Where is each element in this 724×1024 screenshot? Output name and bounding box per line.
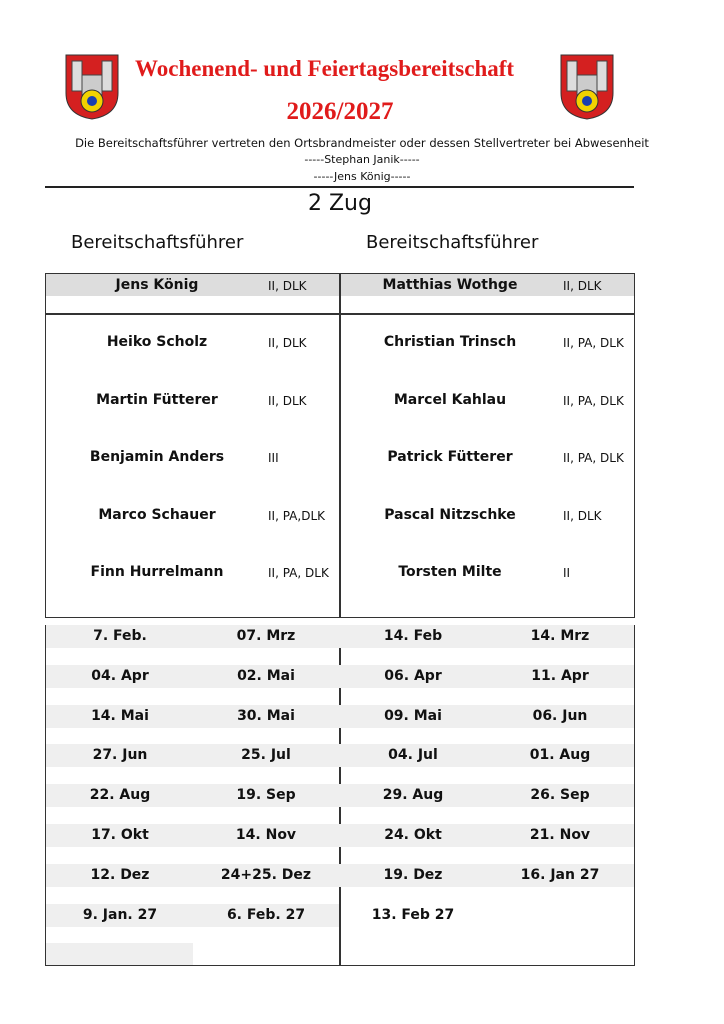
- member-rank: III: [268, 451, 279, 465]
- duty-date: 12. Dez: [90, 866, 150, 883]
- column-heading-left: Bereitschaftsführer: [71, 232, 244, 253]
- duty-date: 22. Aug: [89, 787, 151, 804]
- member-rank: II, DLK: [268, 336, 307, 350]
- member-rank: II, PA,DLK: [268, 508, 325, 523]
- zug-label: 2 Zug: [308, 191, 372, 216]
- duty-date: 21. Nov: [529, 827, 591, 843]
- member-name: Christian Trinsch: [383, 334, 517, 350]
- duty-date: 14. Mai: [91, 707, 149, 724]
- date-row-band: [46, 824, 634, 847]
- date-row-band: [46, 664, 634, 688]
- duty-date: 30. Mai: [237, 707, 295, 724]
- member-rank: II, PA, DLK: [563, 393, 624, 408]
- member-name: Marco Schauer: [98, 506, 216, 523]
- deputy-1: -----Stephan Janik-----: [304, 153, 420, 166]
- leader-name: Matthias Wothge: [382, 277, 518, 293]
- subtitle: Die Bereitschaftsführer vertreten den Or…: [75, 136, 649, 150]
- duty-date: 27. Jun: [92, 747, 148, 764]
- member-rank: II: [563, 566, 571, 580]
- duty-date: 14. Nov: [235, 827, 297, 843]
- member-name: Patrick Fütterer: [387, 449, 513, 465]
- duty-date: 24. Okt: [384, 827, 442, 843]
- duty-date: 06. Jun: [532, 707, 588, 724]
- duty-date: 06. Apr: [384, 667, 442, 684]
- date-row-band: [46, 704, 634, 728]
- duty-date: 07. Mrz: [236, 628, 296, 644]
- duty-date: 04. Jul: [388, 747, 438, 764]
- member-name: Torsten Milte: [398, 564, 502, 580]
- member-rank: II, PA, DLK: [563, 336, 624, 350]
- duty-date: 14. Mrz: [530, 628, 590, 644]
- duty-date: 13. Feb 27: [371, 906, 455, 923]
- member-name: Pascal Nitzschke: [384, 506, 516, 523]
- duty-date: 14. Feb: [383, 628, 443, 644]
- duty-date: 19. Dez: [383, 866, 443, 883]
- member-name: Finn Hurrelmann: [90, 564, 224, 580]
- duty-date: 29. Aug: [382, 787, 444, 804]
- duty-date: 04. Apr: [91, 667, 149, 684]
- duty-date: 24+25. Dez: [220, 866, 312, 883]
- duty-date: 16. Jan 27: [520, 866, 600, 883]
- member-rank: II, PA, DLK: [563, 451, 624, 465]
- date-row-band: [46, 784, 634, 808]
- duty-date: 26. Sep: [530, 787, 590, 804]
- duty-date: 6. Feb. 27: [226, 906, 306, 923]
- leader-name: Jens König: [115, 277, 199, 293]
- leader-rank: II, DLK: [268, 279, 307, 293]
- coat-of-arms-left: [65, 54, 119, 120]
- column-heading-right: Bereitschaftsführer: [366, 232, 539, 253]
- leader-rank: II, DLK: [563, 279, 602, 293]
- date-row-band: [46, 863, 634, 887]
- duty-date: 01. Aug: [529, 747, 591, 764]
- page-title: Wochenend- und Feiertagsbereitschaft: [135, 56, 515, 81]
- member-name: Martin Fütterer: [96, 391, 218, 408]
- coat-of-arms-right: [560, 54, 614, 120]
- duty-date: 7. Feb.: [93, 628, 147, 644]
- member-name: Marcel Kahlau: [393, 391, 507, 408]
- member-name: Benjamin Anders: [89, 449, 225, 465]
- deputy-2: -----Jens König-----: [313, 170, 411, 183]
- duty-date: 02. Mai: [237, 667, 295, 684]
- duty-date: 19. Sep: [236, 787, 296, 804]
- date-row-band: [46, 625, 634, 648]
- duty-date: 17. Okt: [91, 827, 149, 843]
- year: 2026/2027: [286, 98, 394, 125]
- duty-date: 9. Jan. 27: [82, 906, 158, 923]
- date-row-band: [46, 744, 634, 768]
- duty-date: 09. Mai: [384, 707, 442, 724]
- duty-date: 11. Apr: [531, 667, 589, 684]
- member-rank: II, PA, DLK: [268, 566, 329, 580]
- member-rank: II, DLK: [563, 508, 602, 523]
- duty-date: 25. Jul: [241, 747, 291, 764]
- member-name: Heiko Scholz: [106, 334, 208, 350]
- date-row-band: [46, 903, 339, 927]
- divider: [45, 186, 634, 188]
- member-rank: II, DLK: [268, 393, 307, 408]
